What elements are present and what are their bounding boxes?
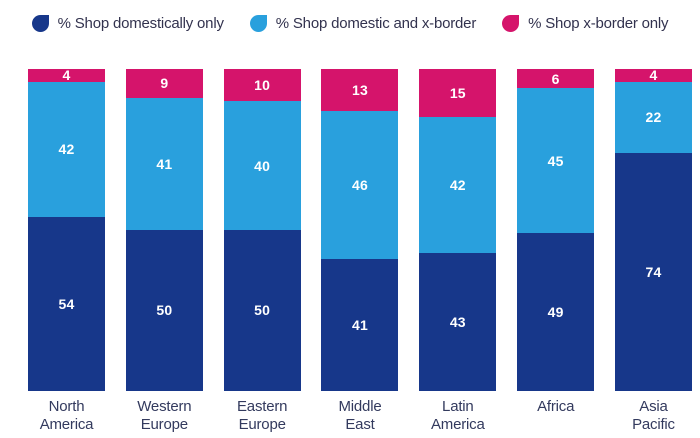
segment-value-label: 49 — [547, 304, 564, 321]
segment-value-label: 42 — [449, 176, 466, 193]
category-label: Latin America — [431, 398, 485, 433]
bar-segment: 41 — [321, 258, 399, 391]
legend-item-label: % Shop domestic and x-border — [275, 15, 477, 32]
bar-segment: 41 — [125, 97, 203, 230]
bar-segment: 45 — [517, 88, 595, 234]
legend-item-label: % Shop domestically only — [57, 15, 224, 32]
legend-item-domestic-and-xborder: % Shop domestic and x-border — [249, 15, 477, 32]
bar-stack: 13 46 41 — [321, 69, 399, 391]
bar-column: 4 22 74 Asia Pacific — [614, 67, 692, 434]
bar-stack: 4 42 54 — [28, 67, 105, 391]
bar-segment: 10 — [223, 69, 301, 102]
bar-stack: 9 41 50 — [125, 69, 203, 391]
segment-value-label: 40 — [254, 157, 271, 174]
bar-segment: 43 — [419, 252, 497, 391]
segment-value-label: 4 — [649, 67, 658, 84]
segment-value-label: 22 — [645, 109, 662, 126]
segment-value-label: 74 — [645, 263, 662, 280]
category-label: Asia Pacific — [632, 398, 675, 433]
category-label: Middle East — [338, 398, 382, 433]
bar-segment: 42 — [28, 81, 105, 218]
bar-column: 15 42 43 Latin America — [419, 69, 497, 434]
segment-value-label: 15 — [449, 85, 466, 102]
segment-value-label: 45 — [547, 152, 564, 169]
bar-segment: 54 — [28, 217, 105, 391]
category-label: Africa — [537, 398, 575, 415]
bar-segment: 40 — [223, 101, 301, 230]
bar-segment: 15 — [419, 69, 497, 118]
bar-segment: 50 — [223, 229, 301, 391]
segment-value-label: 43 — [449, 313, 466, 330]
segment-value-label: 4 — [62, 67, 71, 84]
segment-value-label: 13 — [351, 81, 368, 98]
segment-value-label: 50 — [156, 302, 173, 319]
segment-value-label: 41 — [351, 316, 368, 333]
legend-swatch-icon — [249, 15, 267, 32]
bar-segment: 13 — [321, 69, 399, 111]
bar-column: 13 46 41 Middle East — [321, 69, 399, 434]
legend-item-xborder-only: % Shop x-border only — [502, 15, 669, 32]
segment-value-label: 42 — [58, 141, 75, 158]
bar-segment: 46 — [321, 110, 399, 259]
bar-segment: 22 — [614, 81, 692, 153]
category-label: Western Europe — [137, 398, 192, 433]
bar-segment: 74 — [614, 152, 692, 391]
bar-column: 4 42 54 North America — [28, 67, 105, 434]
bar-segment: 50 — [125, 229, 203, 391]
bar-segment: 6 — [517, 69, 595, 89]
segment-value-label: 41 — [156, 155, 173, 172]
bar-column: 9 41 50 Western Europe — [125, 69, 203, 434]
segment-value-label: 6 — [551, 70, 560, 87]
segment-value-label: 10 — [254, 77, 271, 94]
bar-stack: 4 22 74 — [614, 67, 692, 391]
bars-container: 4 42 54 North America 9 41 50 Western Europe 10 4… — [28, 67, 692, 433]
segment-value-label: 50 — [254, 302, 271, 319]
bar-stack: 6 45 49 — [517, 69, 595, 391]
legend-item-domestically-only: % Shop domestically only — [31, 15, 224, 32]
bar-segment: 49 — [517, 233, 595, 391]
bar-segment: 9 — [125, 69, 203, 98]
legend-swatch-icon — [502, 15, 520, 32]
chart-legend: % Shop domestically only % Shop domestic… — [0, 0, 700, 33]
bar-segment: 4 — [614, 67, 692, 84]
segment-value-label: 54 — [58, 296, 75, 313]
bar-stack: 10 40 50 — [223, 69, 301, 391]
category-label: Eastern Europe — [237, 398, 288, 433]
bar-stack: 15 42 43 — [419, 69, 497, 391]
segment-value-label: 46 — [351, 176, 368, 193]
legend-item-label: % Shop x-border only — [528, 15, 669, 32]
bar-segment: 4 — [28, 67, 105, 84]
segment-value-label: 9 — [160, 75, 169, 92]
bar-column: 10 40 50 Eastern Europe — [223, 69, 301, 434]
bar-segment: 42 — [419, 117, 497, 253]
bar-column: 6 45 49 Africa — [517, 69, 595, 416]
category-label: North America — [39, 398, 94, 433]
legend-swatch-icon — [31, 15, 49, 32]
